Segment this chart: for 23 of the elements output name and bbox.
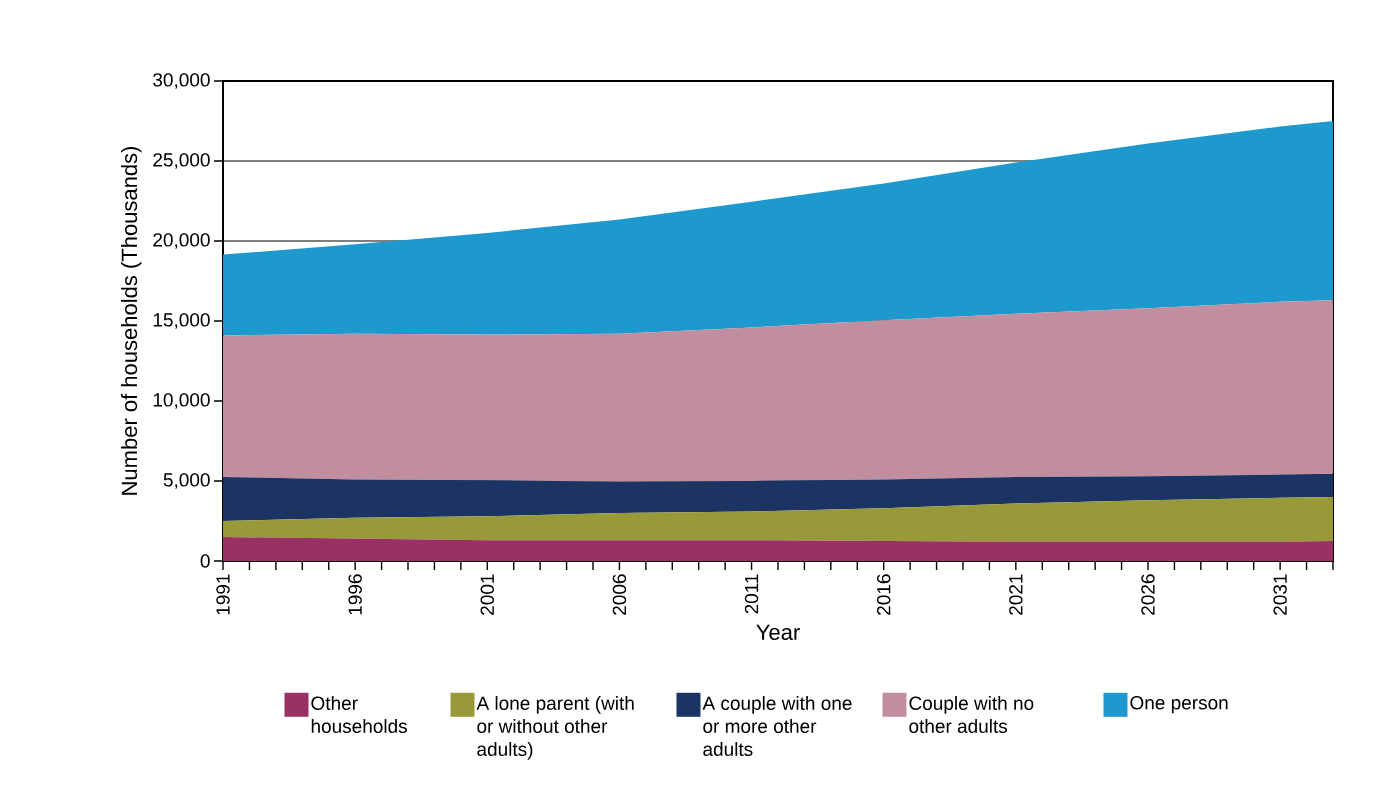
y-tick-label: 5,000: [163, 473, 210, 489]
x-tick-label: 2011: [744, 574, 759, 614]
y-tick-label: 20,000: [153, 233, 210, 249]
legend-label: One person: [1130, 696, 1228, 714]
legend-label: Couple with no other adults: [909, 696, 1034, 733]
y-tick-label: 25,000: [153, 153, 210, 169]
x-tick-label: 1991: [216, 574, 230, 615]
y-axis-title: Number of households (Thousands): [120, 146, 142, 495]
x-tick-label: 2016: [876, 574, 891, 615]
y-tick-label: 15,000: [153, 313, 210, 329]
x-tick-label: 2021: [1009, 574, 1023, 615]
y-tick-label: 0: [200, 554, 210, 568]
x-tick-label: 1996: [348, 574, 362, 615]
legend-label: A lone parent (with or without other adults): [476, 696, 634, 760]
legend-label: Other households: [311, 696, 407, 733]
x-axis-title: Year: [756, 624, 800, 641]
legend-label: A couple with one or more other adults: [702, 696, 852, 756]
x-tick-label: 2001: [480, 574, 495, 615]
y-tick-label: 30,000: [153, 73, 210, 89]
y-tick-label: 10,000: [153, 393, 210, 409]
x-tick-label: 2026: [1141, 574, 1155, 615]
x-tick-label: 2031: [1273, 574, 1287, 615]
x-tick-label: 2006: [612, 574, 627, 615]
